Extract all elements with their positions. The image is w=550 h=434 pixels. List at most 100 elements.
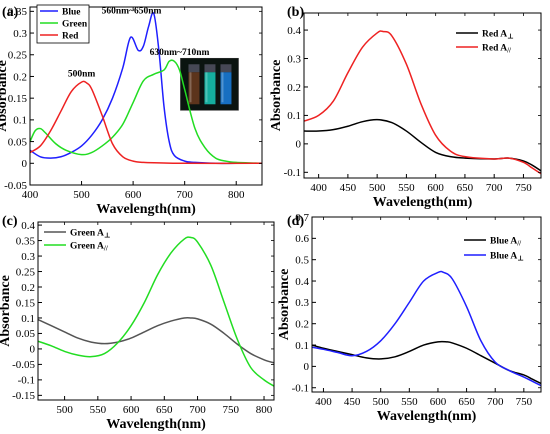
x-tick-label: 650	[457, 182, 474, 194]
legend-label: Red	[62, 32, 79, 42]
peak-annotation: 560nm~650nm	[102, 7, 162, 17]
y-axis-title: Absorbance	[269, 60, 284, 132]
y-tick-label: 0	[22, 158, 28, 170]
x-tick-label: 400	[22, 189, 39, 201]
panel-label: (c)	[2, 214, 18, 229]
legend: Blue Green Red	[36, 4, 90, 44]
series-line-a-2	[30, 80, 262, 165]
plot-frame	[29, 6, 263, 186]
legend-label: Green A⊥	[70, 229, 111, 240]
x-tick-label: 450	[344, 396, 361, 408]
panel-a: 400 500 600 700 800 -0.05 0 0.05 0.1 0.15 0.2 0.25 0…	[0, 4, 263, 217]
plot-frame	[37, 221, 275, 401]
x-tick-label: 500	[56, 404, 73, 416]
panel-d: 400 450 500 550 600 650 700 750 -0.1 0 0.1 0.2 0.3 0.…	[277, 212, 542, 424]
y-tick-label: -0.1	[284, 167, 301, 179]
series-line-b-0	[304, 118, 541, 172]
x-tick-label: 600	[123, 404, 140, 416]
x-tick-label: 600	[427, 182, 444, 194]
y-tick-label: -0.15	[12, 390, 35, 402]
legend-label: Blue A⊥	[490, 252, 524, 263]
x-tick-label: 750	[223, 404, 240, 416]
y-tick-label: 0.2	[287, 82, 301, 94]
series-line-b-1	[304, 30, 541, 175]
series-line-c-1	[38, 236, 274, 387]
x-tick-label: 500	[369, 182, 386, 194]
x-tick-label: 550	[90, 404, 107, 416]
x-tick-label: 750	[516, 396, 533, 408]
series-line-d-0	[312, 340, 541, 385]
y-tick-label: 0.3	[295, 297, 309, 309]
y-tick-label: -0.1	[292, 383, 309, 395]
legend-label: Green A//	[70, 242, 109, 253]
y-tick-label: 0.7	[295, 212, 309, 224]
vial	[188, 72, 200, 105]
x-tick-label: 450	[340, 182, 357, 194]
x-axis-title: Wavelength(nm)	[377, 409, 477, 424]
y-tick-label: 0.35	[16, 235, 36, 247]
y-tick-label: -0.05	[12, 359, 35, 371]
legend-label: Blue	[62, 8, 80, 18]
legend-label: Red A//	[482, 44, 512, 55]
x-axis-title: Wavelength(nm)	[96, 202, 196, 217]
y-axis-title: Absorbance	[0, 60, 10, 132]
peak-annotation: 630nm~710nm	[150, 48, 210, 58]
legend-label: Blue A//	[490, 237, 522, 248]
series-line-a-0	[30, 11, 262, 165]
y-tick-label: 0.4	[295, 276, 309, 288]
y-tick-label: 0.3	[287, 53, 301, 65]
x-tick-label: 700	[487, 396, 504, 408]
plot-frame	[303, 12, 542, 179]
y-tick-label: 0	[304, 361, 310, 373]
y-tick-label: 0.3	[21, 251, 35, 263]
y-axis-title: Absorbance	[0, 275, 13, 347]
x-tick-label: 700	[189, 404, 206, 416]
y-tick-label: 0	[296, 139, 302, 151]
plot-frame	[311, 216, 542, 393]
x-tick-label: 650	[156, 404, 173, 416]
x-tick-label: 600	[125, 189, 142, 201]
y-tick-label: 0.25	[8, 50, 28, 62]
panel-b: 400 450 500 550 600 650 700 750 -0.1 0 0.1 0.2 0.3 0.…	[269, 5, 542, 210]
y-tick-label: 0.4	[21, 220, 35, 232]
peak-annotation: 500nm	[68, 69, 96, 79]
vial	[220, 72, 232, 105]
x-tick-label: 800	[256, 404, 273, 416]
panel-label: (b)	[287, 5, 304, 20]
panel-c: 500 550 600 650 700 750 800 -0.15 -0.1 -0.05 0 0.05…	[0, 214, 275, 432]
vial-cap	[204, 64, 216, 73]
y-tick-label: 0.2	[13, 71, 27, 83]
y-tick-label: 0.05	[16, 328, 36, 340]
x-tick-label: 500	[73, 189, 90, 201]
x-tick-label: 400	[315, 396, 332, 408]
y-tick-label: 0.1	[287, 110, 301, 122]
x-tick-label: 550	[401, 396, 418, 408]
y-axis-title: Absorbance	[277, 269, 292, 341]
vial	[204, 72, 216, 105]
y-tick-label: 0	[30, 344, 36, 356]
y-tick-label: 0.1	[295, 340, 309, 352]
y-tick-label: 0.15	[8, 93, 28, 105]
y-tick-label: 0.3	[13, 28, 27, 40]
legend-label: Red A⊥	[482, 30, 514, 41]
x-tick-label: 700	[486, 182, 503, 194]
y-tick-label: 0.5	[295, 254, 309, 266]
y-tick-label: 0.4	[287, 25, 301, 37]
x-tick-label: 550	[398, 182, 415, 194]
x-tick-label: 400	[310, 182, 327, 194]
legend: Blue A// Blue A⊥	[464, 237, 524, 263]
vial-cap	[220, 64, 232, 73]
y-tick-label: 0.2	[295, 319, 309, 331]
y-tick-label: 0.6	[295, 233, 309, 245]
panel-label: (d)	[287, 214, 304, 229]
legend: Red A⊥ Red A//	[456, 30, 514, 55]
legend-label: Green	[62, 20, 88, 30]
y-tick-label: 0.2	[21, 282, 35, 294]
y-tick-label: -0.1	[18, 375, 35, 387]
vial-photo-inset	[180, 57, 239, 111]
panel-label: (a)	[2, 5, 19, 20]
x-tick-label: 750	[515, 182, 532, 194]
x-tick-label: 700	[176, 189, 193, 201]
y-tick-label: 0.15	[16, 297, 36, 309]
y-tick-label: -0.05	[4, 180, 27, 192]
